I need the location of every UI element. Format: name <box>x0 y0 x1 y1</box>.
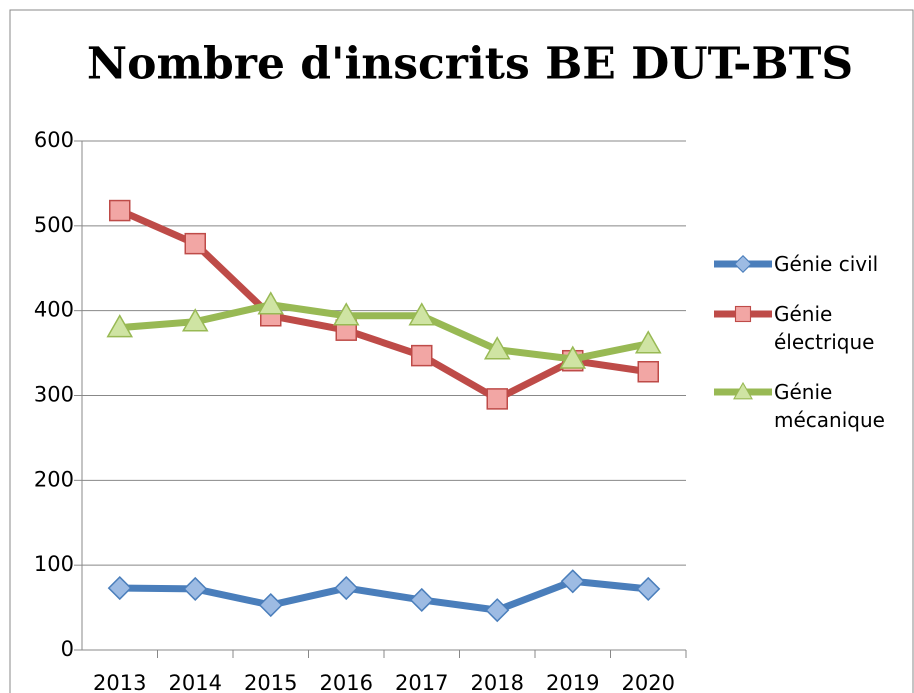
series-line <box>118 207 649 403</box>
marker <box>636 576 661 601</box>
marker <box>411 344 433 367</box>
marker <box>637 360 659 383</box>
x-tick-label: 2013 <box>93 671 146 693</box>
legend-label: Génie mécanique <box>774 380 885 432</box>
y-tick-label: 300 <box>34 383 74 407</box>
marker <box>560 569 585 594</box>
marker <box>106 314 134 338</box>
marker <box>334 576 359 601</box>
x-tick-label: 2015 <box>244 671 297 693</box>
series-line <box>119 301 649 363</box>
marker <box>634 330 662 354</box>
x-tick-label: 2016 <box>320 671 373 693</box>
legend: Génie civil Génie électrique Génie mécaniq… <box>712 250 912 456</box>
y-tick-label: 500 <box>34 213 74 237</box>
x-tick-label: 2019 <box>546 671 599 693</box>
marker <box>332 302 360 326</box>
legend-item: Génie civil <box>712 250 912 278</box>
marker <box>183 576 208 601</box>
marker <box>559 345 587 369</box>
marker <box>258 592 283 618</box>
y-tick-label: 100 <box>34 552 74 576</box>
series-line <box>119 577 649 614</box>
legend-item: Génie mécanique <box>712 378 912 434</box>
x-tick-label: 2018 <box>471 671 524 693</box>
y-tick-label: 0 <box>61 637 74 661</box>
x-tick-label: 2014 <box>169 671 222 693</box>
chart-frame <box>9 9 914 693</box>
x-tick-label: 2020 <box>622 671 675 693</box>
marker <box>734 305 752 323</box>
chart-title: Nombre d'inscrits BE DUT-BTS <box>87 39 853 90</box>
legend-label: Génie civil <box>774 252 879 276</box>
legend-item: Génie électrique <box>712 300 912 356</box>
marker <box>107 576 132 601</box>
legend-swatch <box>714 254 772 274</box>
x-tick-label: 2017 <box>395 671 448 693</box>
marker <box>184 232 206 255</box>
y-tick-label: 200 <box>34 467 74 491</box>
marker <box>181 308 209 332</box>
marker <box>409 587 434 613</box>
legend-swatch <box>714 381 772 400</box>
marker <box>408 302 436 326</box>
marker <box>483 336 511 360</box>
y-tick-label: 600 <box>34 128 74 152</box>
marker <box>733 381 753 400</box>
marker <box>486 388 508 410</box>
marker <box>257 291 285 315</box>
marker <box>733 254 753 274</box>
legend-swatch <box>714 305 772 323</box>
y-tick-label: 400 <box>34 298 74 322</box>
marker <box>109 199 131 222</box>
marker <box>485 598 510 623</box>
legend-label: Génie électrique <box>774 302 875 354</box>
